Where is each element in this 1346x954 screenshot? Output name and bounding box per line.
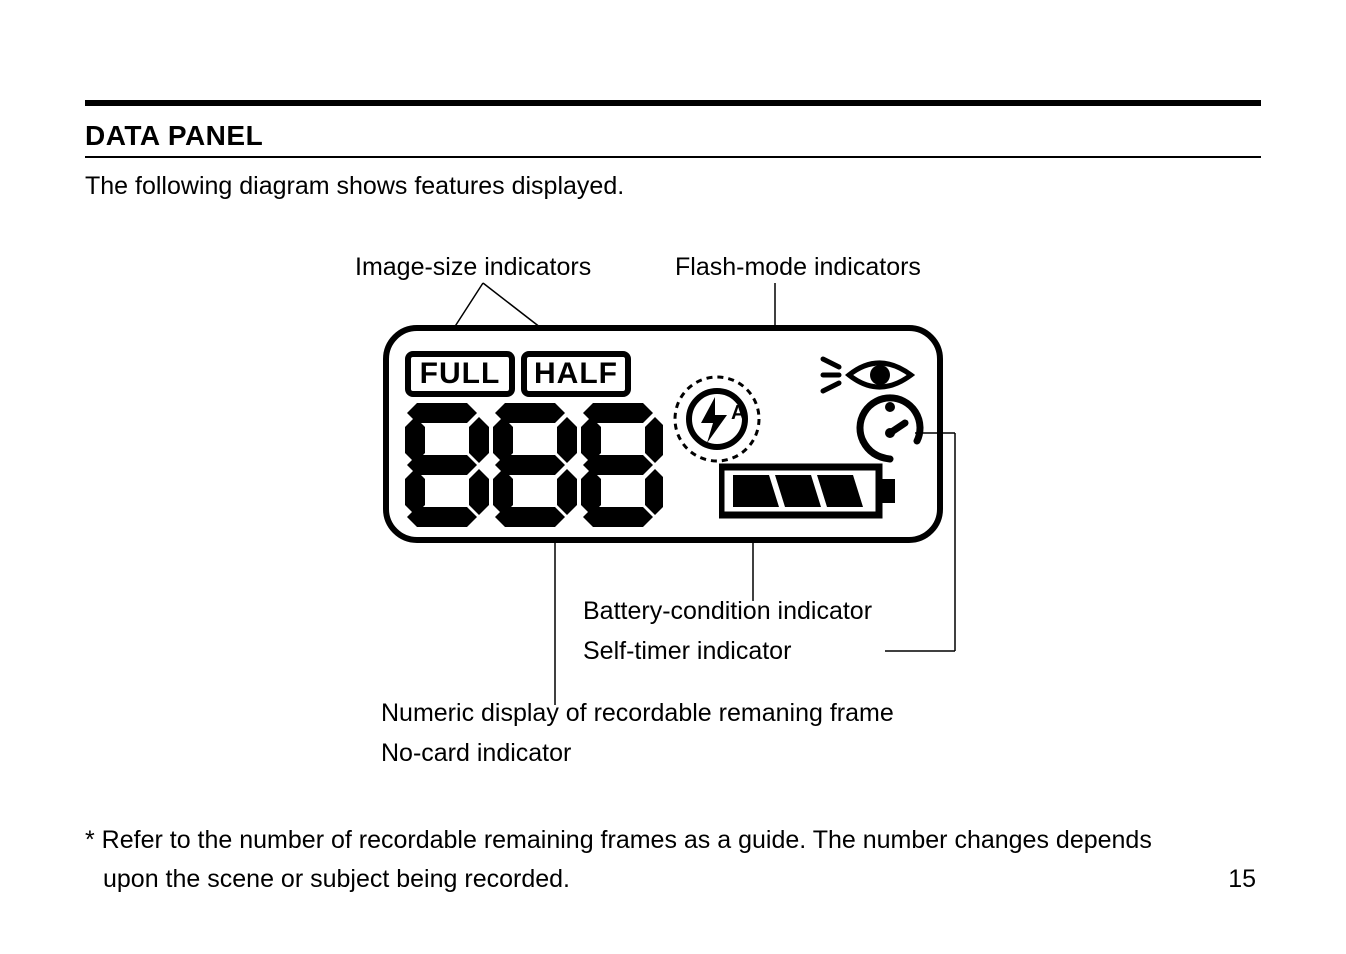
diagram-area: Image-size indicators Flash-mode indicat…	[85, 221, 1261, 781]
footnote-line1: * Refer to the number of recordable rema…	[85, 821, 1261, 860]
label-battery: Battery-condition indicator	[583, 597, 872, 626]
section-title: DATA PANEL	[85, 120, 1261, 152]
footnote: * Refer to the number of recordable rema…	[85, 821, 1261, 899]
label-numeric-display: Numeric display of recordable remaning f…	[381, 699, 894, 728]
label-self-timer: Self-timer indicator	[583, 637, 791, 666]
page-number: 15	[1228, 865, 1256, 894]
manual-page: DATA PANEL The following diagram shows f…	[85, 100, 1261, 899]
top-rule	[85, 100, 1261, 106]
title-underline	[85, 156, 1261, 158]
label-no-card: No-card indicator	[381, 739, 571, 768]
intro-text: The following diagram shows features dis…	[85, 172, 1261, 201]
callout-lines-bottom	[85, 221, 1261, 781]
footnote-line2: upon the scene or subject being recorded…	[85, 860, 1261, 899]
